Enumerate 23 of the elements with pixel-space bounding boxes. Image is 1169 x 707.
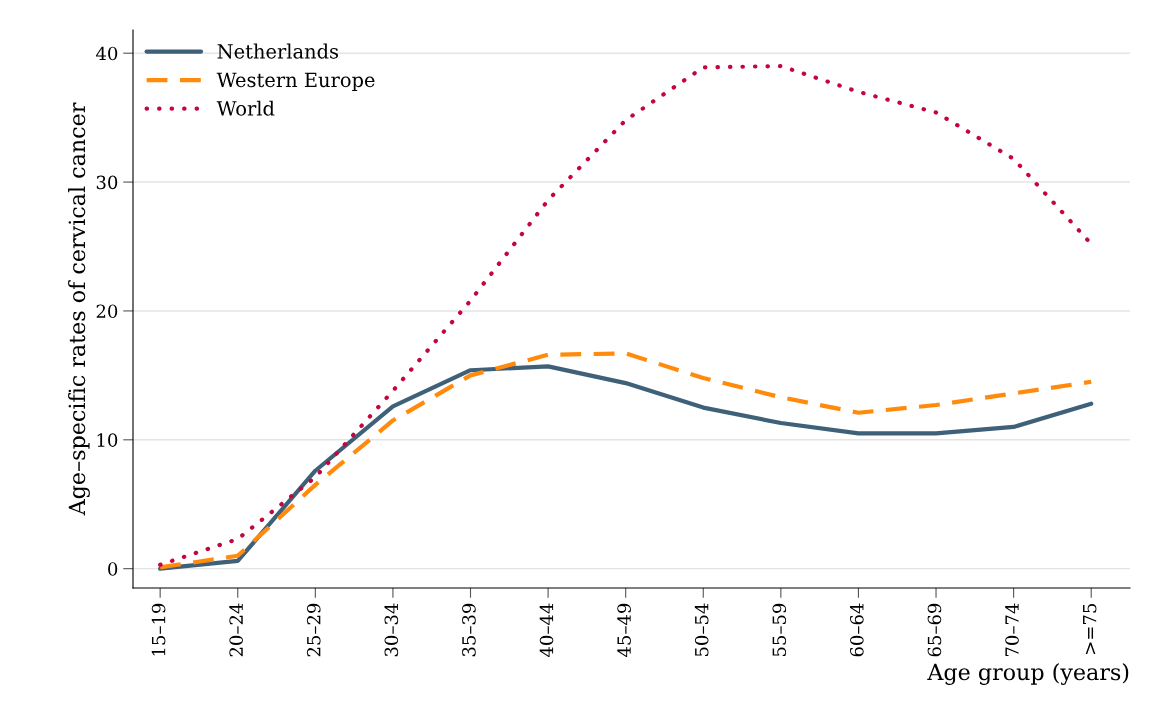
legend-label: World	[216, 100, 275, 116]
x-tick-label: 60–64	[850, 603, 864, 657]
x-tick-label: 20–24	[229, 603, 243, 657]
x-tick-label: 40–44	[539, 603, 554, 658]
y-tick-label: 20	[96, 304, 118, 319]
x-tick-label: 65–69	[927, 603, 942, 657]
x-axis-title: Age group (years)	[927, 663, 1129, 685]
x-tick-label: 15–19	[151, 603, 166, 656]
x-tick-label: 50–54	[694, 603, 709, 657]
y-tick-label: 10	[97, 433, 118, 447]
y-tick-label: 40	[96, 46, 118, 61]
x-tick-label: 70–74	[1005, 603, 1019, 657]
y-tick-label: 30	[96, 175, 118, 190]
x-tick-label: 30–34	[384, 603, 399, 657]
x-tick-label: >=75	[1083, 603, 1097, 654]
x-tick-label: 25–29	[306, 603, 321, 657]
x-tick-label: 55–59	[772, 603, 787, 657]
x-tick-label: 45–49	[617, 603, 631, 658]
legend-label: Western Europe	[216, 72, 375, 91]
legend-label: Netherlands	[217, 43, 339, 59]
x-tick-label: 35–39	[462, 603, 476, 657]
y-axis-title: Age–specific rates of cervical cancer	[68, 102, 90, 516]
y-tick-label: 0	[108, 562, 118, 576]
